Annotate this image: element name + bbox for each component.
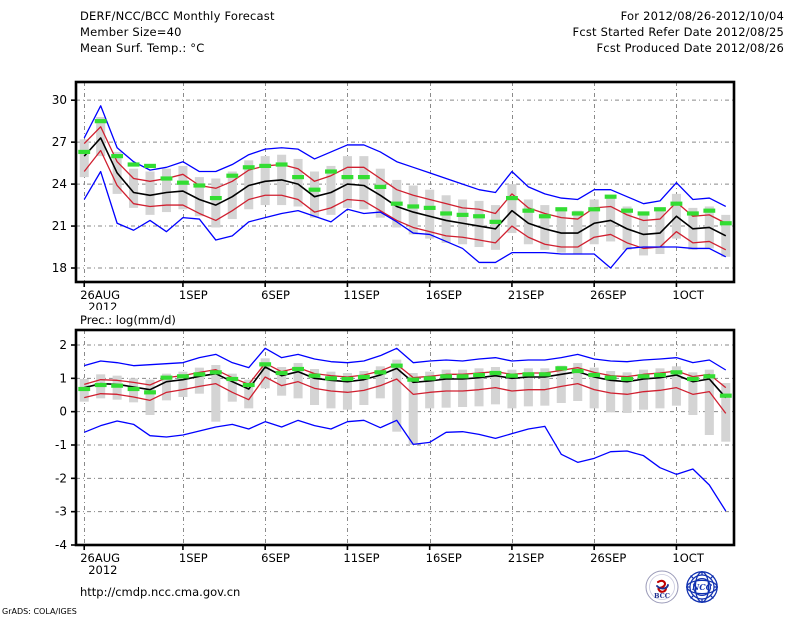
prec-axis-title: Prec.: log(mm/d) <box>80 313 176 327</box>
ncc-logo: NCC <box>685 570 719 604</box>
svg-text:16SEP: 16SEP <box>426 551 462 565</box>
logo-group: BCC NCC <box>645 570 750 604</box>
grads-credit: GrADS: COLA/IGES <box>2 607 77 616</box>
svg-text:11SEP: 11SEP <box>343 551 379 565</box>
svg-text:1: 1 <box>59 371 67 385</box>
svg-text:NCC: NCC <box>691 582 713 592</box>
svg-text:26SEP: 26SEP <box>590 551 626 565</box>
svg-text:21: 21 <box>52 219 67 233</box>
svg-text:21SEP: 21SEP <box>508 288 544 302</box>
cmdp-url-link[interactable]: http://cmdp.ncc.cma.gov.cn <box>80 585 241 599</box>
svg-text:1SEP: 1SEP <box>179 551 208 565</box>
bcc-logo: BCC <box>645 570 679 604</box>
svg-text:18: 18 <box>52 261 67 275</box>
svg-text:30: 30 <box>52 93 67 107</box>
svg-text:-2: -2 <box>55 471 67 485</box>
svg-text:BCC: BCC <box>654 592 670 600</box>
svg-text:11SEP: 11SEP <box>343 288 379 302</box>
fcst-started-text: Fcst Started Refer Date 2012/08/25 <box>572 25 784 39</box>
svg-text:1OCT: 1OCT <box>672 288 704 302</box>
member-size-text: Member Size=40 <box>80 25 182 39</box>
forecast-period-text: For 2012/08/26-2012/10/04 <box>620 9 784 23</box>
precipitation-plot: -4 -3 -2 -1 0 1 2 26AUG 1SEP 6SEP 11SEP 16SEP 21SEP 2… <box>0 325 800 575</box>
svg-text:2012: 2012 <box>88 300 117 310</box>
temperature-plot: 18 21 24 27 30 26AUG 1SEP 6SEP 11SEP 16SEP 21SEP 26… <box>0 60 800 310</box>
svg-text:6SEP: 6SEP <box>261 551 290 565</box>
svg-text:-3: -3 <box>55 505 67 519</box>
svg-text:-4: -4 <box>55 538 67 552</box>
svg-text:21SEP: 21SEP <box>508 551 544 565</box>
svg-text:1SEP: 1SEP <box>179 288 208 302</box>
svg-text:-1: -1 <box>55 438 67 452</box>
svg-text:26SEP: 26SEP <box>590 288 626 302</box>
chart-title: DERF/NCC/BCC Monthly Forecast <box>80 9 275 23</box>
svg-text:26AUG: 26AUG <box>80 288 120 302</box>
svg-text:1OCT: 1OCT <box>672 551 704 565</box>
svg-text:6SEP: 6SEP <box>261 288 290 302</box>
svg-text:26AUG: 26AUG <box>80 551 120 565</box>
fcst-produced-text: Fcst Produced Date 2012/08/26 <box>596 41 784 55</box>
temp-axis-title: Mean Surf. Temp.: °C <box>80 41 205 55</box>
svg-text:24: 24 <box>52 177 67 191</box>
svg-text:27: 27 <box>52 135 67 149</box>
svg-text:2012: 2012 <box>88 563 117 575</box>
svg-text:2: 2 <box>59 338 67 352</box>
svg-text:0: 0 <box>59 405 67 419</box>
svg-text:16SEP: 16SEP <box>426 288 462 302</box>
